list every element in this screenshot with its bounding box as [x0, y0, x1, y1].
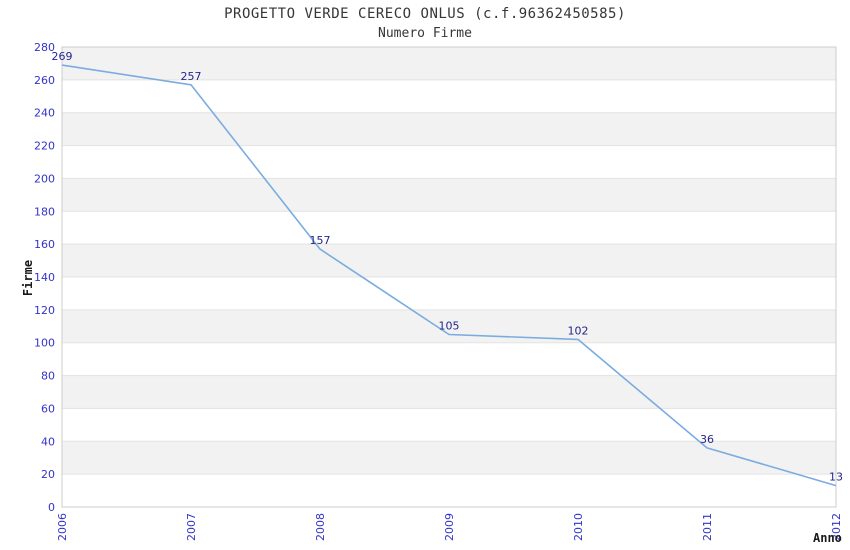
grid-band	[62, 244, 836, 278]
chart-subtitle: Numero Firme	[378, 26, 472, 41]
y-tick-label: 260	[34, 74, 55, 87]
grid-band	[62, 47, 836, 80]
y-tick-label: 200	[34, 172, 55, 185]
grid-band	[62, 375, 836, 409]
y-tick-label: 180	[34, 205, 55, 218]
data-label: 36	[700, 433, 714, 446]
y-tick-label: 160	[34, 238, 55, 251]
data-label: 257	[181, 70, 202, 83]
data-label: 13	[829, 471, 843, 484]
y-tick-label: 0	[48, 501, 55, 514]
x-tick-label: 2009	[443, 513, 456, 541]
x-tick-label: 2010	[572, 513, 585, 541]
y-tick-label: 20	[41, 468, 55, 481]
data-label: 269	[52, 50, 73, 63]
y-tick-label: 140	[34, 271, 55, 284]
x-tick-label: 2011	[701, 513, 714, 541]
chart-title: PROGETTO VERDE CERECO ONLUS (c.f.9636245…	[224, 6, 626, 22]
y-tick-label: 100	[34, 337, 55, 350]
y-tick-label: 280	[34, 41, 55, 54]
grid-band	[62, 112, 836, 146]
data-label: 157	[310, 234, 331, 247]
grid-band	[62, 441, 836, 475]
x-axis-label: Anno	[813, 531, 842, 545]
y-tick-label: 80	[41, 370, 55, 383]
data-line	[61, 64, 837, 487]
plot-border	[61, 46, 837, 508]
x-tick-label: 2012	[830, 513, 843, 541]
y-tick-label: 60	[41, 402, 55, 415]
data-label: 105	[439, 320, 460, 333]
y-tick-label: 120	[34, 304, 55, 317]
y-tick-label: 220	[34, 140, 55, 153]
x-tick-label: 2007	[185, 513, 198, 541]
y-tick-label: 40	[41, 435, 55, 448]
data-label: 102	[568, 324, 589, 337]
y-tick-label: 240	[34, 107, 55, 120]
grid-band	[62, 309, 836, 343]
grid-band	[62, 178, 836, 212]
x-tick-label: 2008	[314, 513, 327, 541]
x-tick-label: 2006	[56, 513, 69, 541]
